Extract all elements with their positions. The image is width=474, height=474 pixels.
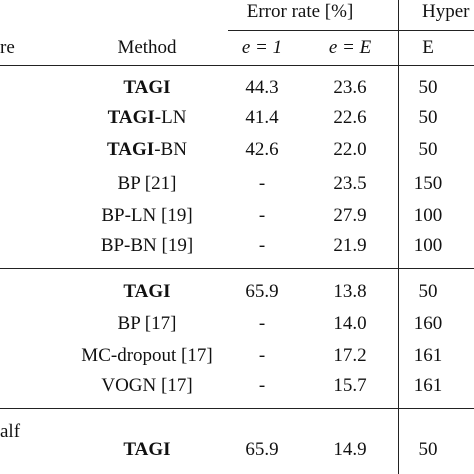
- error-rate-eE: 14.9: [333, 439, 367, 460]
- column-divider: [398, 0, 399, 474]
- method-name: BP-LN [19]: [101, 205, 193, 226]
- method-name: BP [17]: [117, 313, 177, 334]
- method-bold: TAGI: [107, 139, 155, 160]
- error-rate-eE: 23.5: [333, 173, 367, 194]
- error-rate-e1: -: [258, 173, 266, 194]
- error-rate-e1: 65.9: [245, 281, 279, 302]
- method-name: BP-BN [19]: [100, 235, 194, 256]
- method-bold: TAGI: [123, 281, 171, 302]
- column-header: Method: [117, 37, 177, 58]
- method-cell: MC-dropout [17]: [81, 345, 212, 367]
- epochs: 161: [413, 345, 443, 366]
- column-header: re: [0, 37, 15, 58]
- epochs: 50: [418, 281, 438, 302]
- column-header: e = 1: [241, 37, 283, 58]
- header-rule: [0, 65, 474, 66]
- error-rate-e1: -: [258, 345, 266, 366]
- epochs: 100: [413, 205, 443, 226]
- error-rate-eE: 22.6: [333, 107, 367, 128]
- method-bold: TAGI: [123, 439, 171, 460]
- method-name: VOGN [17]: [101, 375, 193, 396]
- method-name: BP [21]: [117, 173, 177, 194]
- method-cell: TAGI: [123, 77, 170, 99]
- column-header: e = E: [328, 37, 372, 58]
- method-cell: BP [21]: [118, 173, 177, 195]
- epochs: 50: [418, 107, 438, 128]
- group-rule: [228, 30, 474, 31]
- error-rate-eE: 21.9: [333, 235, 367, 256]
- epochs: 160: [413, 313, 443, 334]
- epochs: 50: [418, 77, 438, 98]
- group-label: Error rate [%]: [246, 1, 354, 22]
- epochs: 100: [413, 235, 443, 256]
- epochs: 161: [413, 375, 443, 396]
- method-name: MC-dropout [17]: [81, 345, 213, 366]
- error-rate-eE: 17.2: [333, 345, 367, 366]
- section-label: alf: [0, 421, 21, 442]
- section-rule: [0, 408, 474, 409]
- error-rate-e1: -: [258, 375, 266, 396]
- column-header: E: [422, 37, 434, 58]
- error-rate-eE: 22.0: [333, 139, 367, 160]
- error-rate-eE: 14.0: [333, 313, 367, 334]
- error-rate-e1: 65.9: [245, 439, 279, 460]
- method-cell: TAGI: [123, 281, 170, 303]
- section-rule: [0, 268, 474, 269]
- epochs: 50: [418, 139, 438, 160]
- error-rate-e1: 41.4: [245, 107, 279, 128]
- method-cell: TAGI-BN: [107, 139, 187, 161]
- epochs: 50: [418, 439, 438, 460]
- error-rate-e1: 42.6: [245, 139, 279, 160]
- method-cell: BP-BN [19]: [101, 235, 193, 257]
- method-cell: TAGI: [123, 439, 170, 461]
- method-name: -LN: [154, 107, 187, 128]
- error-rate-e1: -: [258, 313, 266, 334]
- group-label: Hyper: [422, 1, 470, 22]
- error-rate-eE: 23.6: [333, 77, 367, 98]
- error-rate-e1: -: [258, 205, 266, 226]
- method-bold: TAGI: [107, 107, 155, 128]
- error-rate-eE: 27.9: [333, 205, 367, 226]
- method-name: -BN: [154, 139, 187, 160]
- epochs: 150: [413, 173, 443, 194]
- method-cell: TAGI-LN: [108, 107, 187, 129]
- method-cell: BP-LN [19]: [101, 205, 192, 227]
- error-rate-eE: 15.7: [333, 375, 367, 396]
- error-rate-e1: 44.3: [245, 77, 279, 98]
- error-rate-e1: -: [258, 235, 266, 256]
- error-rate-eE: 13.8: [333, 281, 367, 302]
- method-bold: TAGI: [123, 77, 171, 98]
- method-cell: VOGN [17]: [101, 375, 192, 397]
- method-cell: BP [17]: [118, 313, 177, 335]
